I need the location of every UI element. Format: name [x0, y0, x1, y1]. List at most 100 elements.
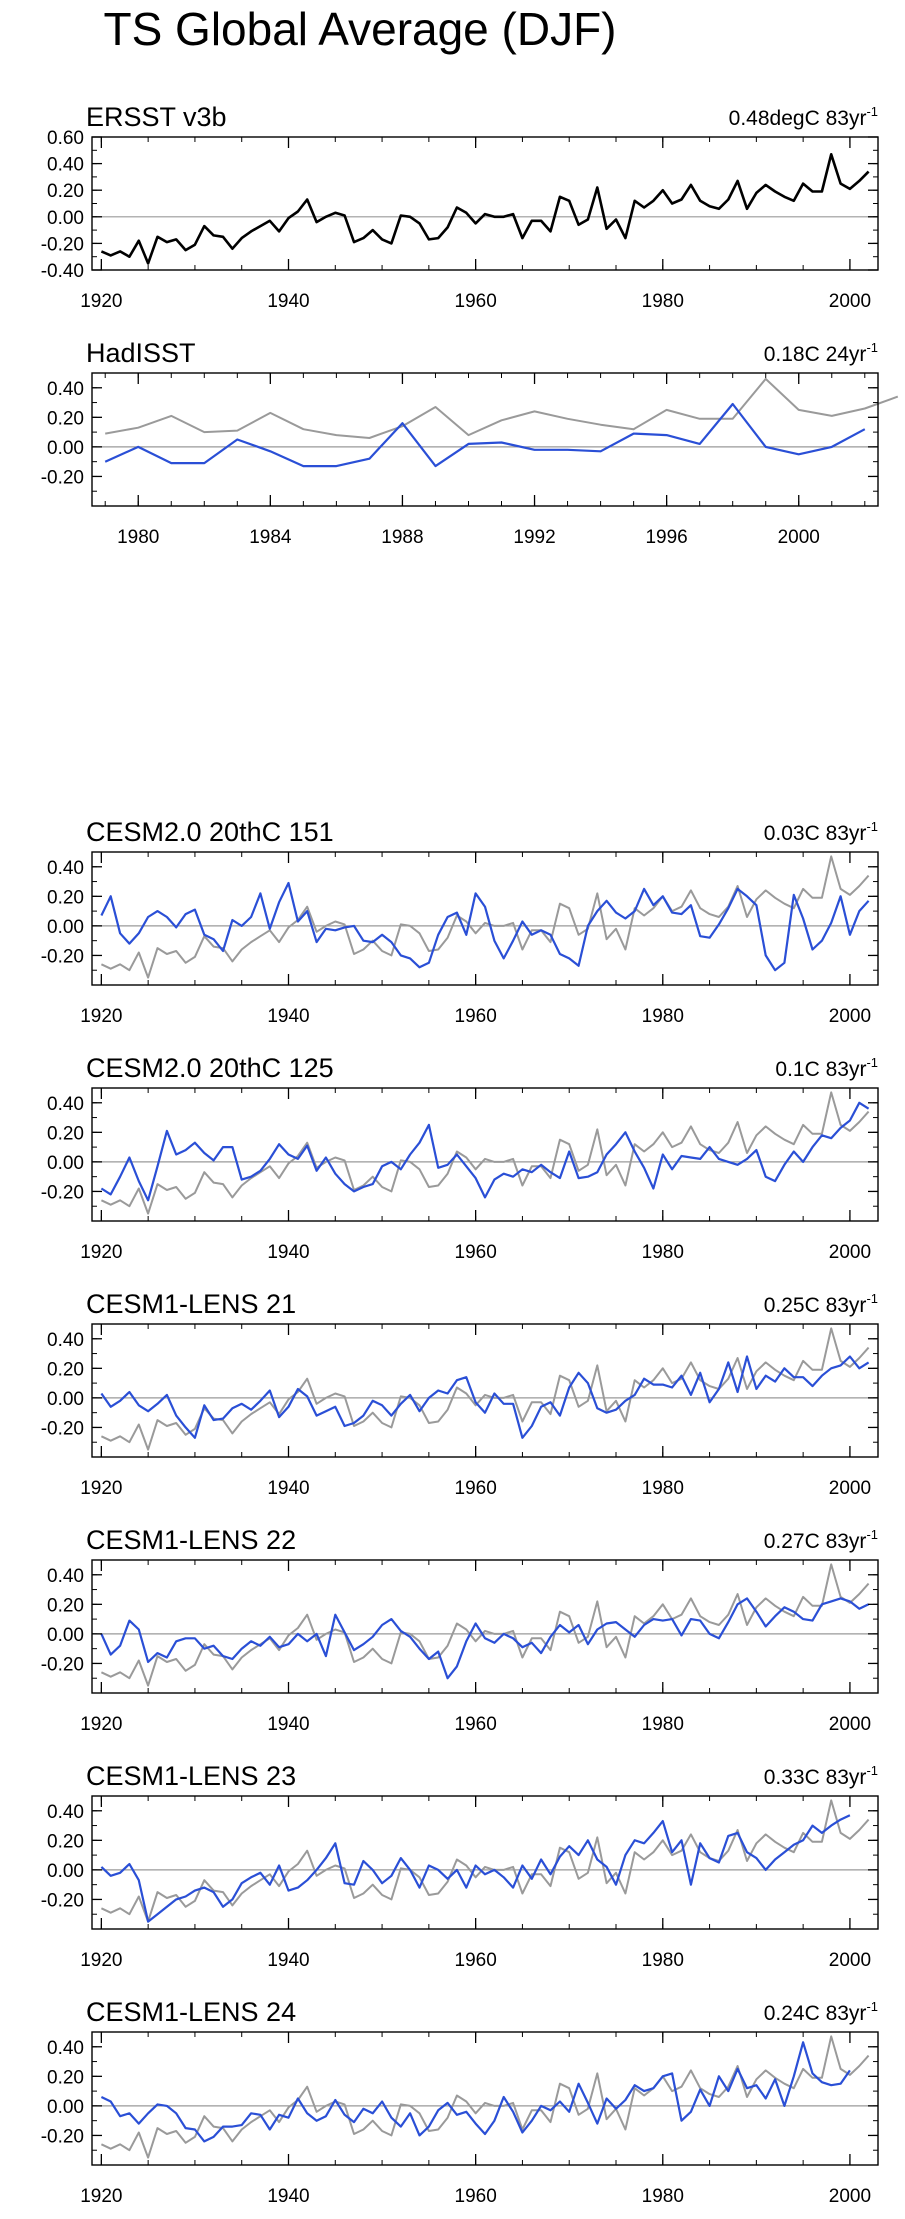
series-line-model: [100, 881, 870, 972]
trend-value: 0.33C 83yr: [764, 1766, 867, 1789]
y-tick-label: 0.20: [47, 1123, 84, 1144]
trend-label: 0.33C 83yr-1: [764, 1763, 878, 1789]
plot-frame: [91, 372, 879, 507]
y-tick-label: 0.00: [47, 208, 84, 229]
y-tick-label: 0.00: [47, 1861, 84, 1882]
trend-exponent: -1: [866, 1055, 878, 1070]
chart-panel-5: CESM1-LENS 21 0.25C 83yr-1 -0.20 0.00 0.20 0.…: [41, 1289, 879, 1499]
x-tick-label: 2000: [829, 2186, 871, 2207]
y-tick-label: -0.20: [41, 1182, 84, 1203]
x-tick-label: 1980: [117, 527, 159, 548]
y-tick-label: 0.20: [47, 408, 84, 429]
x-tick-label: 2000: [829, 1714, 871, 1735]
x-tick-label: 1960: [455, 1242, 497, 1263]
x-tick-label: 1940: [267, 1006, 309, 1027]
chart-title: HadISST: [86, 338, 196, 368]
x-tick-label: 1996: [645, 527, 687, 548]
series-line-model: [104, 402, 866, 468]
x-tick-label: 1940: [267, 1242, 309, 1263]
plot-frame: [91, 136, 879, 271]
y-tick-label: 0.40: [47, 1330, 84, 1351]
x-tick-label: 1960: [455, 1006, 497, 1027]
x-tick-label: 1980: [642, 291, 684, 312]
series-line-observed-main: [100, 153, 870, 265]
trend-exponent: -1: [866, 1999, 878, 2014]
y-tick-label: 0.40: [47, 379, 84, 400]
y-tick-label: 0.20: [47, 2067, 84, 2088]
series-line-model: [100, 2041, 851, 2143]
chart-title: CESM1-LENS 22: [86, 1525, 296, 1555]
x-tick-label: 1960: [455, 1714, 497, 1735]
x-tick-label: 1980: [642, 1242, 684, 1263]
y-tick-label: 0.00: [47, 2097, 84, 2118]
y-tick-label: -0.20: [41, 946, 84, 967]
series-line-observed: [100, 1327, 870, 1451]
x-tick-label: 1980: [642, 2186, 684, 2207]
y-tick-label: 0.00: [47, 917, 84, 938]
trend-label: 0.18C 24yr-1: [764, 340, 878, 366]
x-tick-label: 1960: [455, 1950, 497, 1971]
y-tick-label: -0.20: [41, 467, 84, 488]
x-tick-label: 2000: [829, 291, 871, 312]
chart-title: CESM1-LENS 24: [86, 1997, 296, 2027]
x-tick-label: 1960: [455, 291, 497, 312]
trend-exponent: -1: [866, 819, 878, 834]
plot-frame: [91, 851, 879, 986]
trend-value: 0.25C 83yr: [764, 1294, 867, 1317]
x-tick-label: 1940: [267, 1714, 309, 1735]
y-tick-label: 0.60: [47, 128, 84, 149]
plot-frame: [91, 1795, 879, 1930]
trend-value: 0.27C 83yr: [764, 1530, 867, 1553]
y-tick-label: 0.20: [47, 1831, 84, 1852]
plot-frame: [91, 1323, 879, 1458]
y-tick-label: 0.40: [47, 1802, 84, 1823]
series-line-model: [100, 1814, 851, 1923]
trend-value: 0.48degC 83yr: [729, 107, 867, 130]
trend-exponent: -1: [866, 104, 878, 119]
x-tick-label: 1980: [642, 1714, 684, 1735]
y-tick-label: 0.00: [47, 1153, 84, 1174]
y-tick-label: -0.20: [41, 234, 84, 255]
x-tick-label: 2000: [829, 1006, 871, 1027]
series-line-observed: [100, 855, 870, 979]
x-tick-label: 1920: [80, 2186, 122, 2207]
chart-title: CESM1-LENS 21: [86, 1289, 296, 1319]
chart-title: ERSST v3b: [86, 102, 227, 132]
chart-panel-8: CESM1-LENS 24 0.24C 83yr-1 -0.20 0.00 0.20 0.…: [41, 1997, 879, 2207]
y-tick-label: 0.20: [47, 1359, 84, 1380]
trend-exponent: -1: [866, 1527, 878, 1542]
chart-panel-4: CESM2.0 20thC 125 0.1C 83yr-1 -0.20 0.00 0.2…: [41, 1053, 879, 1263]
x-tick-label: 2000: [829, 1950, 871, 1971]
x-tick-label: 2000: [778, 527, 820, 548]
series-line-model: [100, 1355, 870, 1439]
page-title: TS Global Average (DJF): [103, 3, 617, 55]
x-tick-label: 1980: [642, 1006, 684, 1027]
trend-exponent: -1: [866, 1291, 878, 1306]
y-tick-label: 0.40: [47, 155, 84, 176]
y-tick-label: 0.40: [47, 2038, 84, 2059]
trend-value: 0.1C 83yr: [775, 1058, 866, 1081]
x-tick-label: 1980: [642, 1950, 684, 1971]
x-tick-label: 1940: [267, 2186, 309, 2207]
y-tick-label: -0.20: [41, 2126, 84, 2147]
x-tick-label: 1940: [267, 291, 309, 312]
y-tick-label: 0.00: [47, 1625, 84, 1646]
series-line-model: [100, 1101, 870, 1202]
trend-label: 0.48degC 83yr-1: [729, 104, 878, 130]
x-tick-label: 1984: [249, 527, 292, 548]
x-tick-label: 1920: [80, 1950, 122, 1971]
y-tick-label: 0.00: [47, 1389, 84, 1410]
series-line-observed: [100, 1563, 870, 1687]
trend-exponent: -1: [866, 1763, 878, 1778]
x-tick-label: 1980: [642, 1478, 684, 1499]
trend-label: 0.1C 83yr-1: [775, 1055, 878, 1081]
y-tick-label: 0.40: [47, 858, 84, 879]
y-tick-label: -0.20: [41, 1418, 84, 1439]
x-tick-label: 1920: [80, 1478, 122, 1499]
trend-value: 0.18C 24yr: [764, 343, 867, 366]
x-tick-label: 1920: [80, 1242, 122, 1263]
x-tick-label: 1920: [80, 1714, 122, 1735]
series-line-model: [100, 1597, 870, 1680]
trend-value: 0.03C 83yr: [764, 822, 867, 845]
